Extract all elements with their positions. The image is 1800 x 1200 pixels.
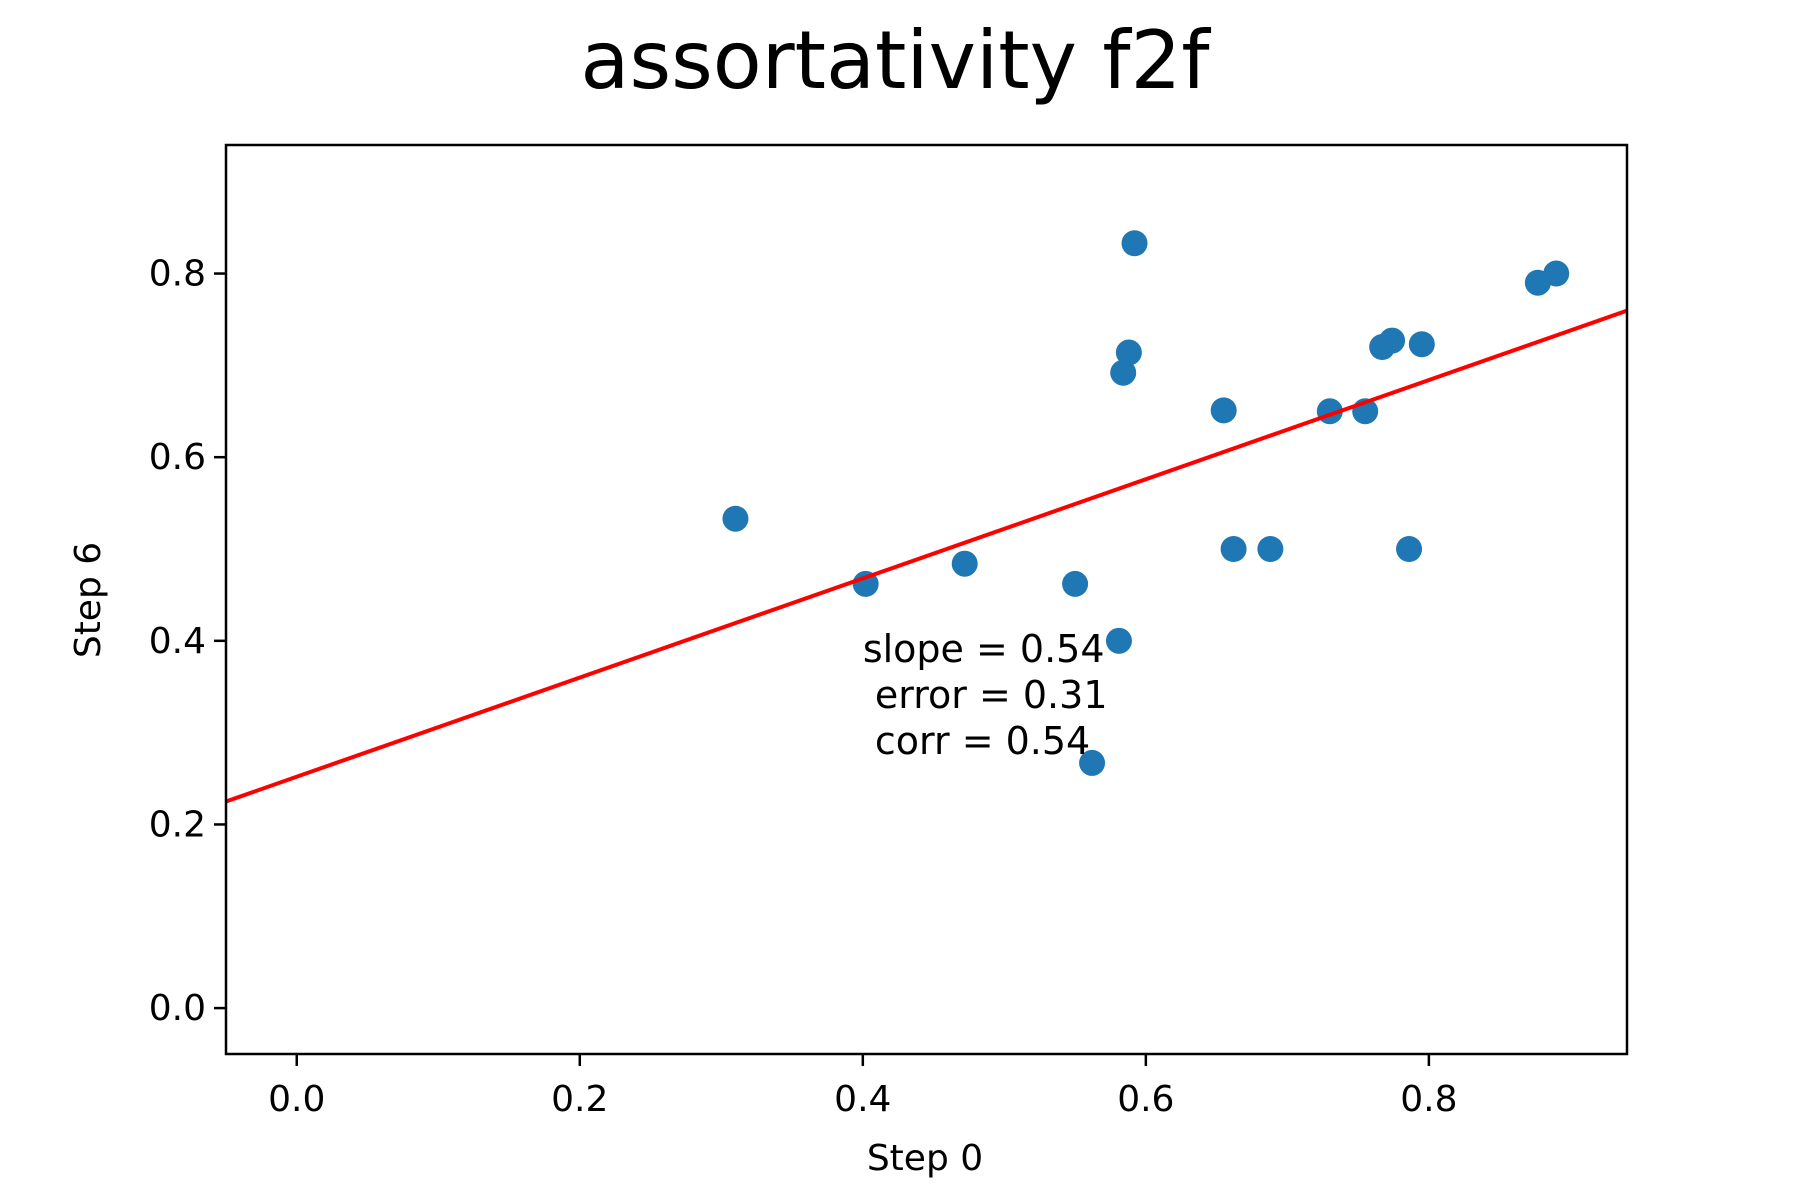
data-point — [722, 505, 749, 532]
y-tick-label: 0.0 — [149, 988, 206, 1029]
data-point — [1105, 627, 1132, 654]
data-point — [1079, 749, 1106, 776]
stats-line: corr = 0.54 — [863, 719, 1090, 763]
x-axis: 0.0 0.2 0.4 0.6 0.8 — [268, 1054, 1458, 1120]
data-point — [1062, 570, 1089, 597]
y-tick-label: 0.2 — [149, 804, 206, 845]
data-point — [1121, 230, 1148, 257]
plot-area — [226, 230, 1627, 804]
data-point — [1379, 327, 1406, 354]
data-point — [1543, 260, 1570, 287]
y-tick-label: 0.8 — [149, 254, 206, 295]
data-point — [951, 550, 978, 577]
data-point — [1257, 536, 1284, 562]
plot-frame — [224, 143, 1629, 1056]
x-tick-label: 0.0 — [268, 1079, 325, 1120]
stats-text: slope = 0.54 error = 0.31 corr = 0.54 — [863, 627, 1108, 763]
y-axis-label: Step 6 — [68, 542, 109, 658]
x-tick-label: 0.4 — [834, 1079, 891, 1120]
y-tick-label: 0.6 — [149, 437, 206, 478]
data-point — [1110, 359, 1137, 386]
stats-line: slope = 0.54 — [863, 627, 1105, 671]
data-point — [1220, 536, 1247, 562]
stats-line: error = 0.31 — [863, 673, 1108, 717]
y-tick-label: 0.4 — [149, 621, 206, 662]
y-axis: 0.0 0.2 0.4 0.6 0.8 — [149, 254, 226, 1029]
regression-line — [226, 308, 1627, 804]
data-point — [1210, 397, 1237, 424]
data-point — [1396, 536, 1423, 562]
x-tick-label: 0.2 — [551, 1079, 608, 1120]
stats-annotation: slope = 0.54 error = 0.31 corr = 0.54 — [863, 627, 1108, 763]
data-point — [1408, 331, 1435, 358]
x-tick-label: 0.8 — [1400, 1079, 1457, 1120]
x-tick-label: 0.6 — [1117, 1079, 1174, 1120]
data-point — [1115, 339, 1142, 366]
chart-title: assortativity f2f — [580, 14, 1211, 107]
x-axis-label: Step 0 — [867, 1138, 983, 1179]
data-point — [852, 570, 879, 597]
